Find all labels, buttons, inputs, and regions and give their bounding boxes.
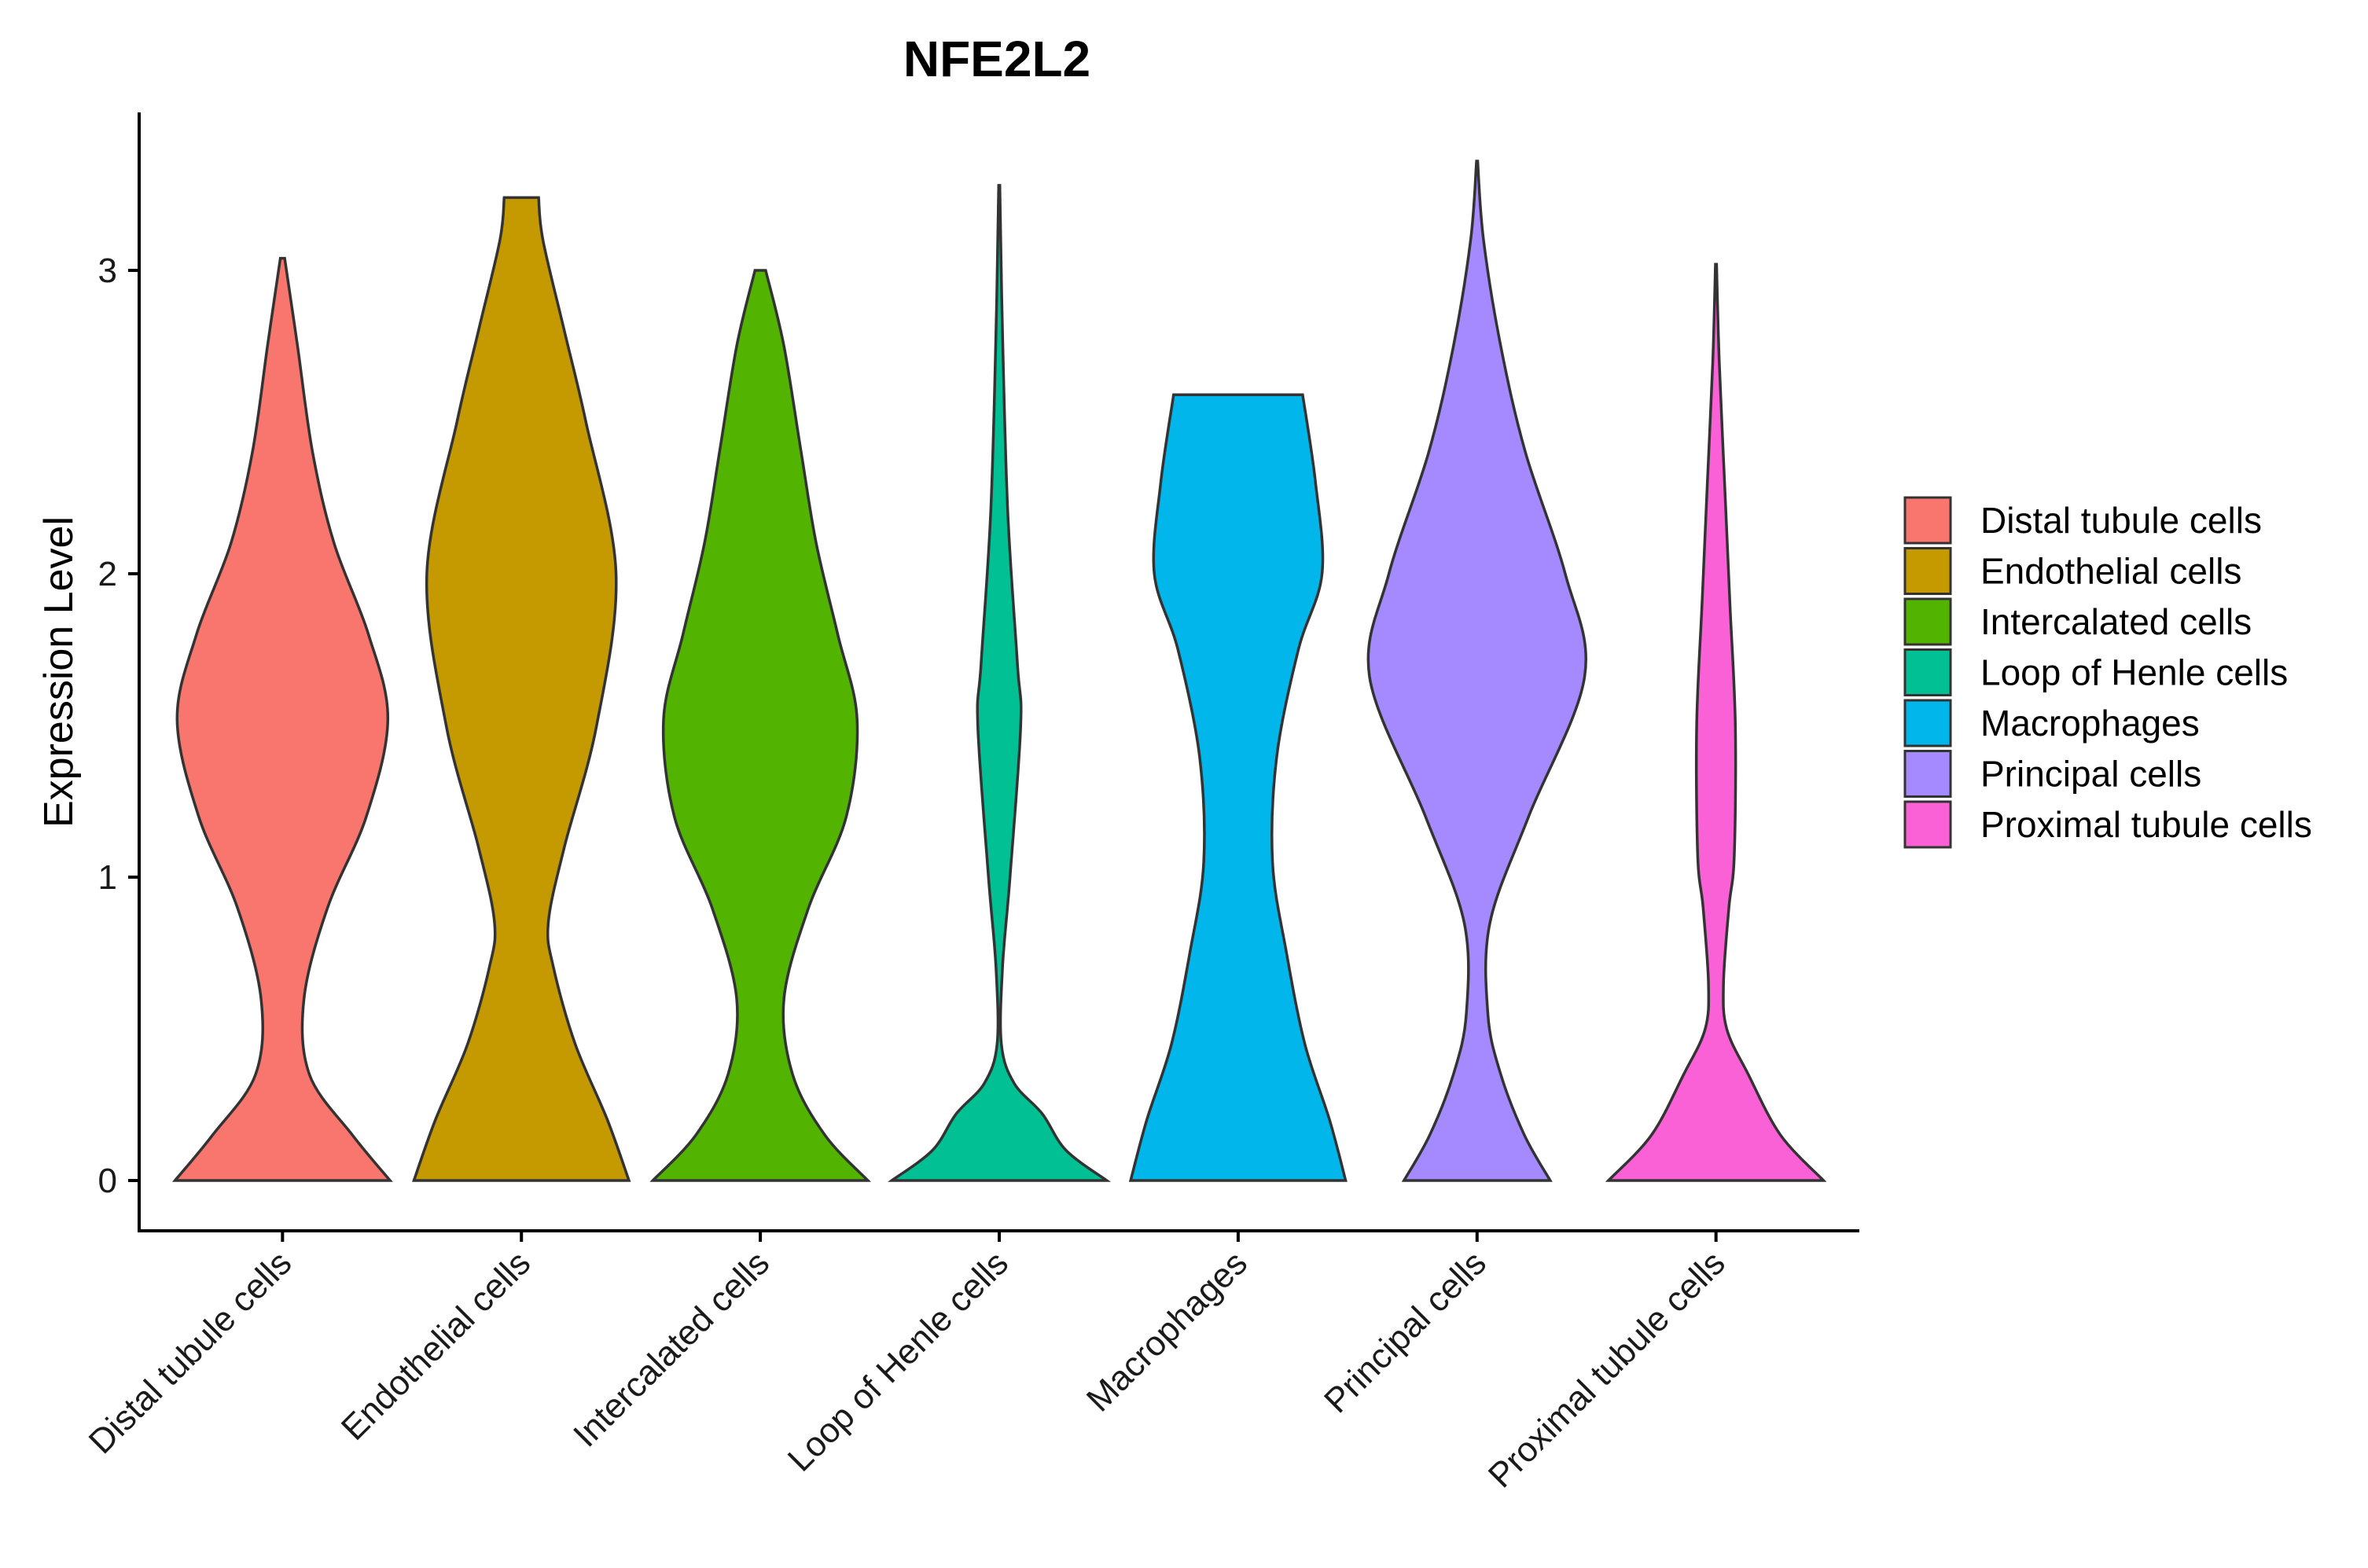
x-tick-label: Proximal tubule cells: [1481, 1243, 1733, 1495]
legend-label: Proximal tubule cells: [1980, 804, 2312, 845]
violin-endothelial-cells: [412, 196, 631, 1182]
x-tick-label: Endothelial cells: [334, 1243, 538, 1447]
x-tick-label: Principal cells: [1317, 1243, 1494, 1420]
violins-group: [171, 160, 1827, 1182]
violin-principal-cells: [1366, 160, 1588, 1182]
legend-label: Principal cells: [1980, 754, 2201, 795]
legend-swatch: [1903, 547, 1952, 595]
y-tick-label: 3: [98, 252, 117, 290]
legend-label: Macrophages: [1980, 703, 2200, 744]
y-tick-label: 2: [98, 555, 117, 593]
x-tick-label: Macrophages: [1079, 1243, 1255, 1419]
legend: Distal tubule cells Endothelial cells Inte…: [1903, 496, 2312, 849]
legend-swatch: [1903, 597, 1952, 646]
x-tick-label: Intercalated cells: [566, 1243, 777, 1454]
y-tick-label: 0: [98, 1162, 117, 1200]
chart-title: NFE2L2: [903, 31, 1090, 87]
legend-swatch: [1903, 699, 1952, 747]
y-tick-label: 1: [98, 858, 117, 897]
legend-swatch: [1903, 750, 1952, 798]
x-ticks-group: Distal tubule cells Endothelial cells Inte…: [82, 1231, 1733, 1495]
y-axis-title: Expression Level: [36, 516, 82, 828]
violin-intercalated-cells: [649, 269, 871, 1182]
legend-label: Endothelial cells: [1980, 551, 2241, 592]
legend-swatch: [1903, 496, 1952, 545]
legend-label: Loop of Henle cells: [1980, 652, 2288, 693]
violin-loop-of-henle-cells: [888, 184, 1112, 1182]
legend-swatch: [1903, 800, 1952, 849]
y-ticks-group: 0 1 2 3: [98, 252, 139, 1200]
violin-macrophages: [1128, 393, 1348, 1182]
legend-label: Distal tubule cells: [1980, 500, 2262, 541]
legend-swatch: [1903, 648, 1952, 696]
violin-proximal-tubule-cells: [1605, 263, 1827, 1182]
x-tick-label: Loop of Henle cells: [781, 1243, 1016, 1478]
legend-label: Intercalated cells: [1980, 601, 2252, 642]
x-tick-label: Distal tubule cells: [82, 1243, 300, 1461]
violin-distal-tubule-cells: [171, 256, 393, 1182]
